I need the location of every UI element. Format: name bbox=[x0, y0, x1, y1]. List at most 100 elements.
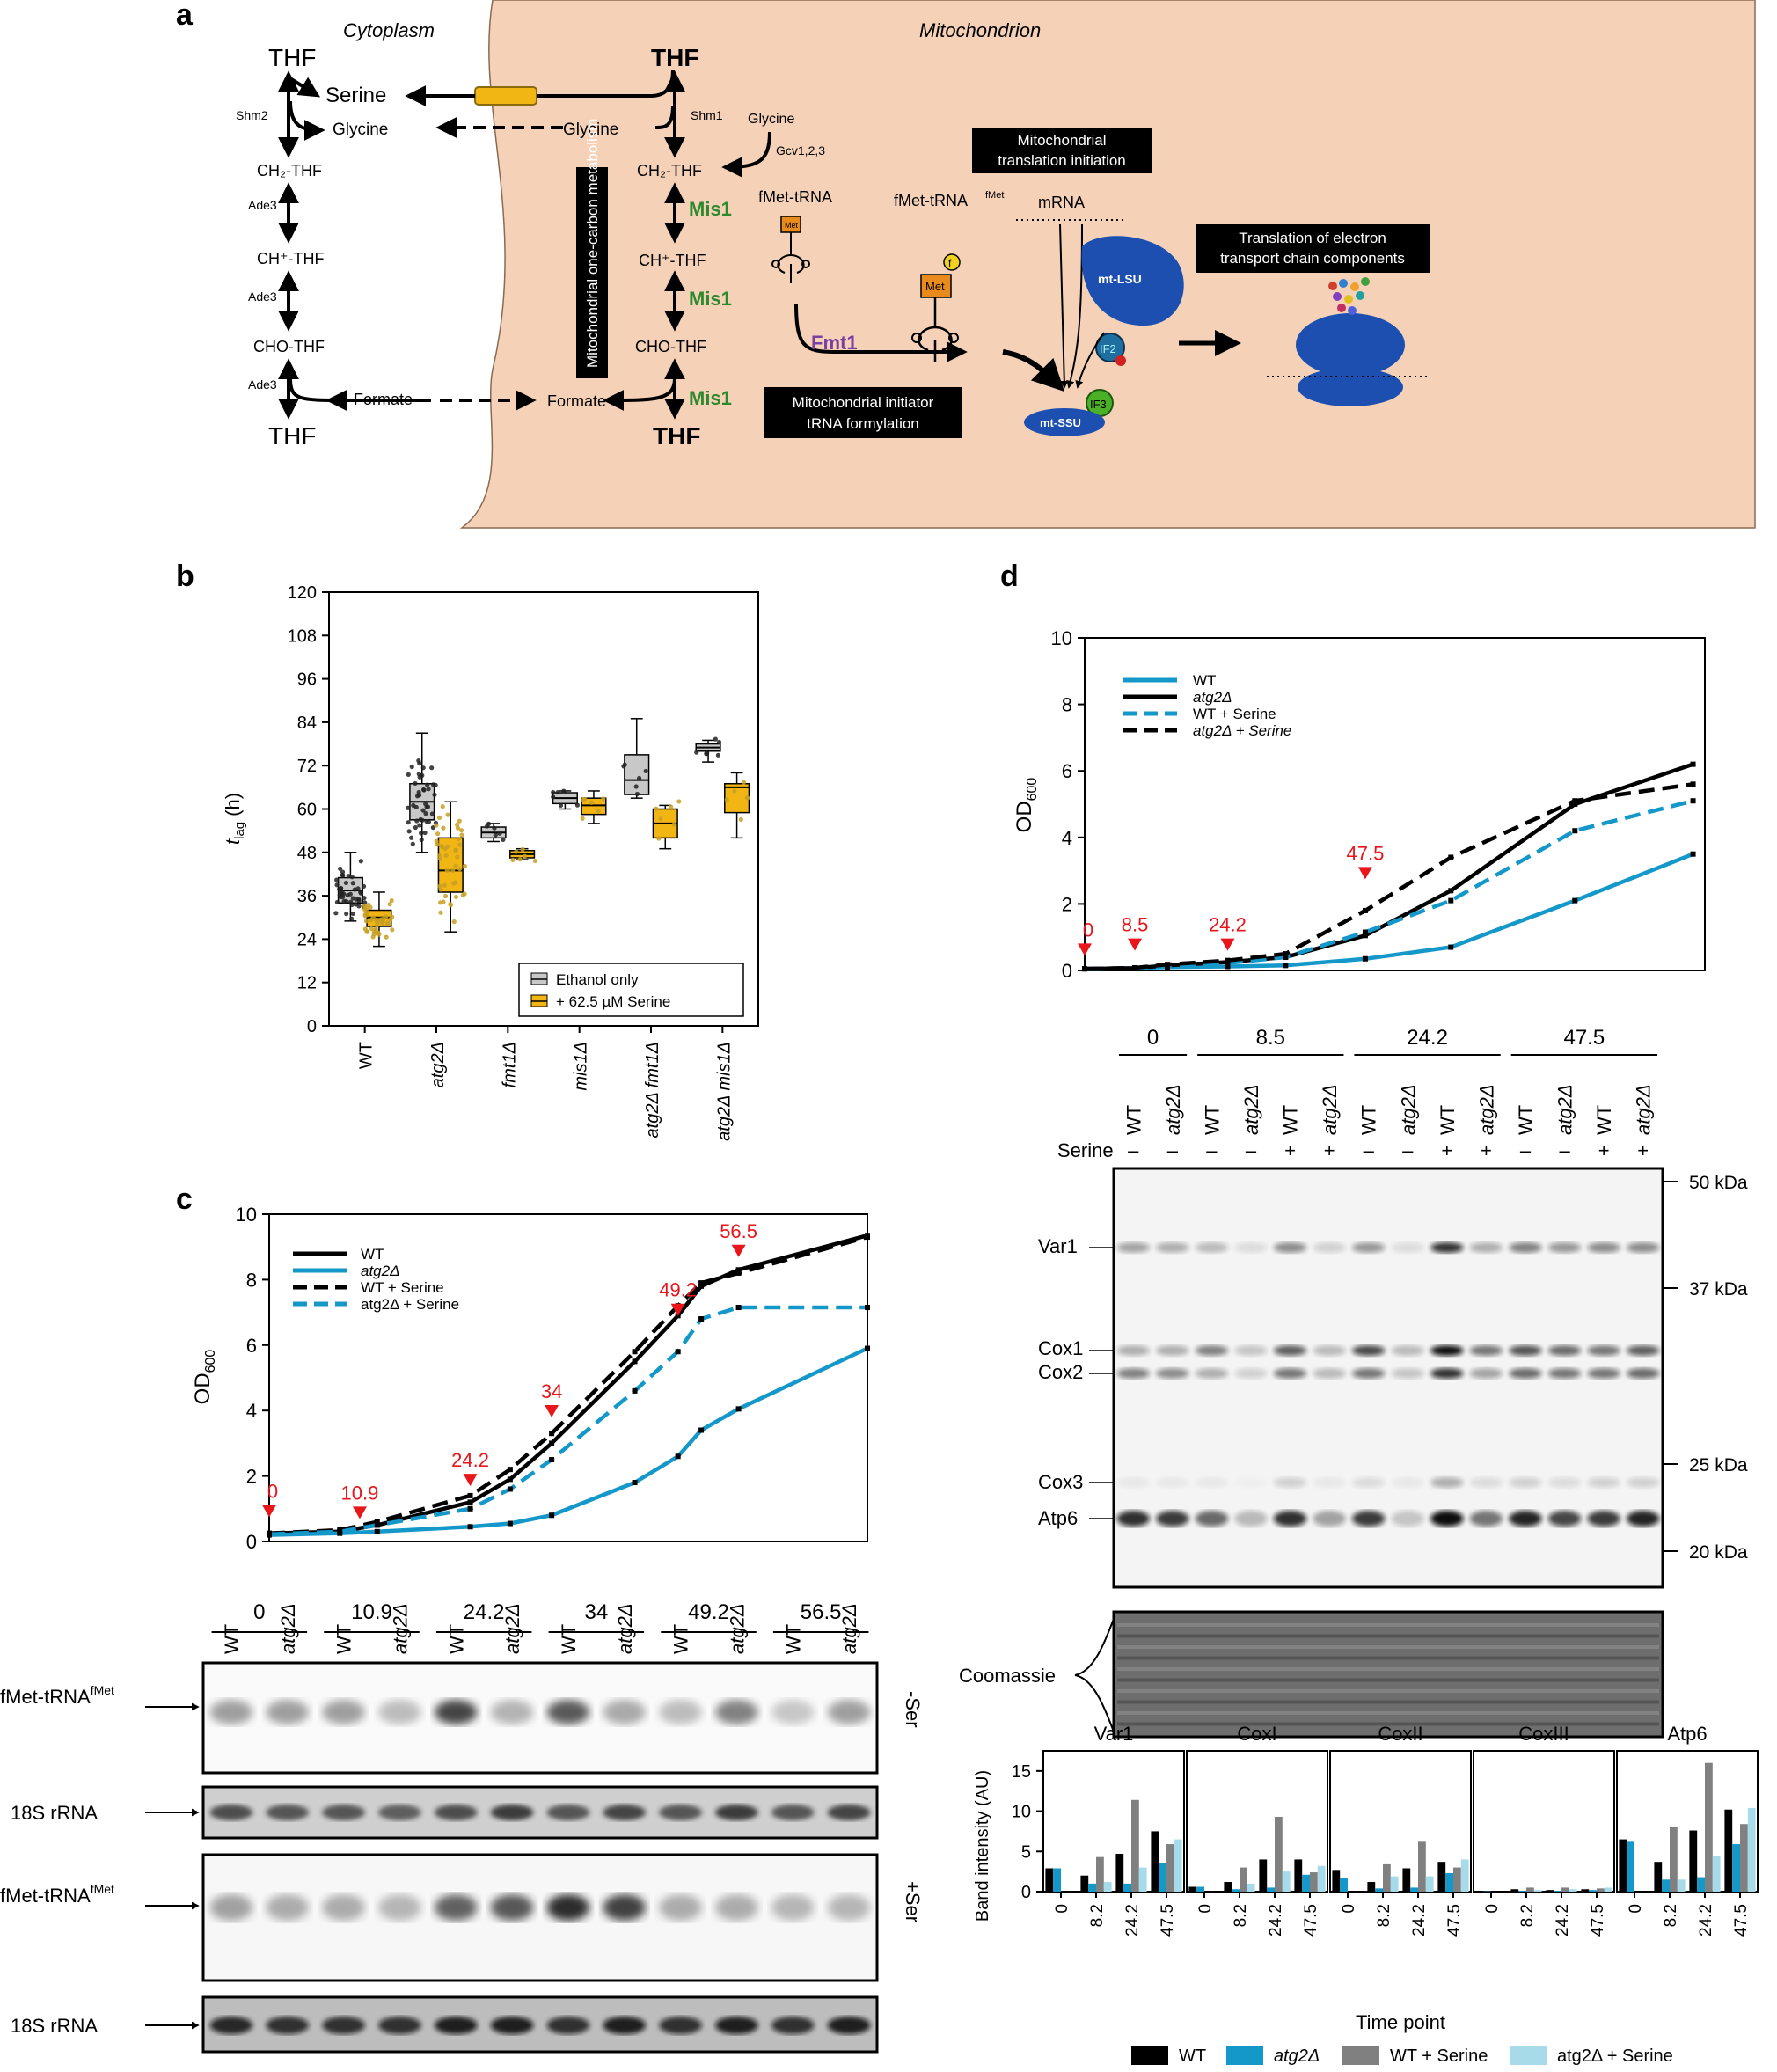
data-point bbox=[389, 897, 394, 904]
lane-label: atg2Δ bbox=[1319, 1084, 1341, 1135]
x-tick-label: 0 bbox=[1483, 1904, 1502, 1914]
gel-band bbox=[1273, 1368, 1307, 1379]
mito-thf-top: THF bbox=[651, 44, 698, 71]
band-atp6: Atp6 bbox=[1038, 1507, 1078, 1529]
band bbox=[434, 1805, 478, 1820]
coomassie-band bbox=[1117, 1645, 1659, 1649]
data-point bbox=[350, 911, 355, 917]
serine-sign: – bbox=[1246, 1139, 1257, 1161]
data-point bbox=[581, 796, 588, 802]
transl-box-line1: Mitochondrial bbox=[1017, 132, 1106, 149]
sample-arrow bbox=[731, 1244, 746, 1257]
box-0-3 bbox=[551, 788, 581, 810]
bar bbox=[1302, 1874, 1310, 1892]
y-tick-label: 4 bbox=[1062, 827, 1072, 849]
gel-band bbox=[1391, 1242, 1425, 1253]
bar bbox=[1747, 1807, 1756, 1892]
gel-band bbox=[1587, 1511, 1620, 1527]
serine-sign: – bbox=[1364, 1139, 1375, 1161]
band bbox=[771, 2017, 815, 2034]
lane-label: WT bbox=[1593, 1105, 1615, 1135]
gel-band bbox=[1156, 1345, 1189, 1356]
sample-label: 56.5 bbox=[720, 1220, 757, 1242]
gel-band bbox=[1509, 1345, 1542, 1356]
bar bbox=[1224, 1882, 1232, 1892]
data-point bbox=[551, 789, 556, 795]
data-point bbox=[462, 863, 467, 869]
data-point bbox=[410, 841, 415, 846]
series-point bbox=[507, 1486, 513, 1492]
box-0-2 bbox=[480, 821, 507, 843]
series-point bbox=[865, 1234, 870, 1241]
band bbox=[771, 1894, 815, 1921]
chart-d-frame bbox=[1084, 637, 1706, 971]
data-point bbox=[442, 882, 448, 888]
data-point bbox=[455, 854, 460, 860]
chart-d-bars-xlabel: Time point bbox=[1356, 2011, 1445, 2033]
cyto-ch2thf: CH₂-THF bbox=[257, 162, 322, 179]
lane-label: WT bbox=[221, 1624, 243, 1654]
data-point bbox=[414, 818, 420, 824]
gel-band bbox=[1547, 1477, 1582, 1488]
data-point bbox=[387, 902, 392, 907]
data-point bbox=[380, 921, 385, 927]
band bbox=[322, 1805, 365, 1820]
coomassie-band bbox=[1117, 1667, 1659, 1671]
bar bbox=[1697, 1877, 1705, 1892]
sample-label: 34 bbox=[541, 1380, 562, 1402]
band-cox2: Cox2 bbox=[1038, 1361, 1083, 1383]
data-point bbox=[417, 761, 422, 766]
cyto-ade3-1: Ade3 bbox=[248, 198, 277, 212]
data-point bbox=[361, 883, 367, 889]
timepoint-label: 0 bbox=[1147, 1026, 1159, 1050]
coomassie-band bbox=[1117, 1711, 1659, 1715]
gel-band bbox=[1116, 1477, 1151, 1488]
lane-label: atg2Δ bbox=[726, 1603, 748, 1654]
series-point bbox=[1165, 962, 1170, 968]
sample-arrow bbox=[1078, 943, 1092, 956]
gel-band bbox=[1587, 1345, 1620, 1356]
data-point bbox=[520, 846, 525, 852]
serine-sign: + bbox=[1441, 1139, 1452, 1161]
data-point bbox=[453, 847, 458, 853]
serine-sign: + bbox=[1324, 1139, 1335, 1161]
lane-label: WT bbox=[1358, 1105, 1380, 1135]
mito-gcv: Gcv1,2,3 bbox=[776, 143, 825, 157]
sample-arrow bbox=[1357, 867, 1372, 880]
x-tick-label: 47.5 bbox=[1589, 1904, 1607, 1937]
data-point bbox=[436, 815, 442, 821]
gel-band bbox=[1351, 1368, 1386, 1379]
legend-d-atg2: atg2Δ bbox=[1193, 689, 1232, 706]
timepoint-label: 10.9 bbox=[351, 1600, 392, 1624]
serine-sign: + bbox=[1598, 1139, 1610, 1161]
x-tick-label: 24.2 bbox=[1410, 1904, 1429, 1937]
bar bbox=[1460, 1859, 1469, 1892]
x-tick-label: 8.2 bbox=[1662, 1904, 1680, 1927]
gel-d-serine-label: Serine bbox=[1057, 1139, 1114, 1161]
bar bbox=[1418, 1841, 1426, 1892]
bar bbox=[1053, 1868, 1061, 1892]
fmet-sup: fMet bbox=[985, 190, 1004, 201]
bar bbox=[1662, 1879, 1670, 1892]
bar bbox=[1247, 1883, 1255, 1892]
y-tick-label: 96 bbox=[297, 670, 317, 690]
series-point bbox=[1448, 888, 1454, 894]
bar bbox=[1151, 1831, 1159, 1892]
lane-label: WT bbox=[1515, 1105, 1537, 1135]
gel-band bbox=[1351, 1511, 1386, 1527]
bar bbox=[1267, 1887, 1275, 1892]
chart-c-axis: 0 2 4 6 8 10 bbox=[236, 1204, 269, 1553]
data-point bbox=[433, 782, 438, 787]
x-tick-label: fmt1Δ bbox=[500, 1042, 519, 1087]
cyto-chthf: CH⁺-THF bbox=[257, 250, 324, 267]
data-point bbox=[438, 900, 443, 905]
gel-band bbox=[1195, 1477, 1229, 1488]
data-point bbox=[658, 816, 663, 822]
data-point bbox=[363, 919, 369, 924]
band bbox=[771, 1700, 815, 1724]
series-point bbox=[735, 1305, 742, 1311]
fmet-trna-fmet-label: fMet-tRNA bbox=[894, 192, 968, 209]
gel-band bbox=[1234, 1345, 1268, 1356]
